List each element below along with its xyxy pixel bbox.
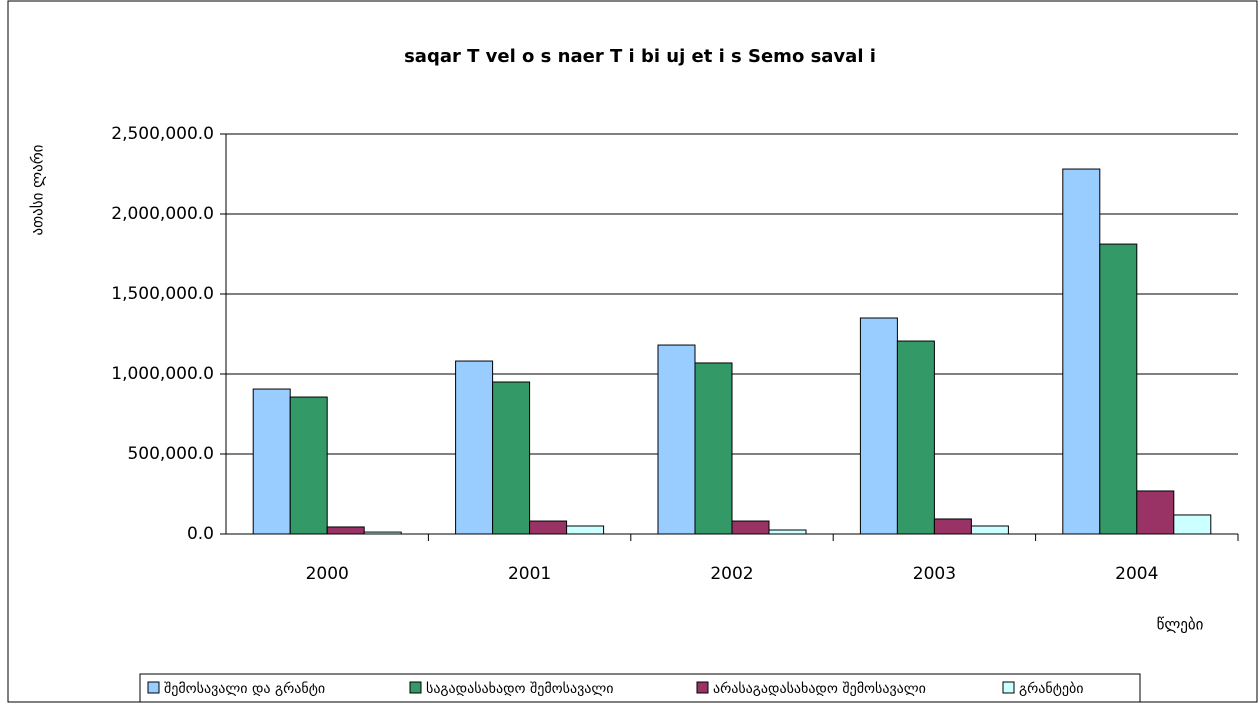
x-axis-label: წლები: [1157, 616, 1204, 634]
x-tick-label: 2001: [508, 564, 551, 584]
bar: [970, 525, 1009, 535]
legend-swatch: [147, 681, 160, 694]
bar: [1062, 168, 1101, 535]
x-tick-label: 2004: [1115, 564, 1158, 584]
y-tick-label: 1,500,000.0: [111, 284, 214, 304]
y-tick-label: 2,000,000.0: [111, 204, 214, 224]
bar: [768, 529, 807, 535]
bar: [859, 317, 898, 535]
legend-label: გრანტები: [1019, 680, 1083, 697]
bar: [252, 388, 291, 535]
x-tick-label: 2002: [710, 564, 753, 584]
y-tick-label: 1,000,000.0: [111, 364, 214, 384]
bar: [694, 362, 733, 535]
chart-title: saqar T vel o s naer T i bi uj et i s Se…: [404, 46, 876, 67]
x-tick-label: 2003: [913, 564, 956, 584]
y-tick-label: 0.0: [187, 524, 214, 544]
bar: [1099, 243, 1138, 535]
bar: [933, 518, 972, 535]
bar: [455, 360, 494, 535]
legend-label: საგადასახადო შემოსავალი: [426, 681, 614, 697]
bar: [529, 520, 568, 535]
bar: [566, 525, 605, 535]
bar: [492, 381, 531, 535]
bar: [896, 340, 935, 535]
bar: [326, 526, 365, 535]
bar: [657, 344, 696, 535]
legend-swatch: [409, 681, 422, 694]
legend-label: შემოსავალი და გრანტი: [164, 680, 325, 697]
y-axis-label: ათასი ლარი: [29, 144, 47, 235]
legend-label: არასაგადასახადო შემოსავალი: [713, 680, 926, 697]
legend-swatch: [696, 681, 709, 694]
bar: [1136, 490, 1175, 535]
bar: [731, 520, 770, 535]
bar: [1173, 514, 1212, 535]
bar: [289, 396, 328, 535]
y-tick-label: 500,000.0: [127, 444, 214, 464]
x-tick-label: 2000: [306, 564, 349, 584]
legend-swatch: [1002, 681, 1015, 694]
y-tick-label: 2,500,000.0: [111, 124, 214, 144]
legend-box: [139, 673, 1141, 703]
chart-frame: [7, 0, 1258, 703]
